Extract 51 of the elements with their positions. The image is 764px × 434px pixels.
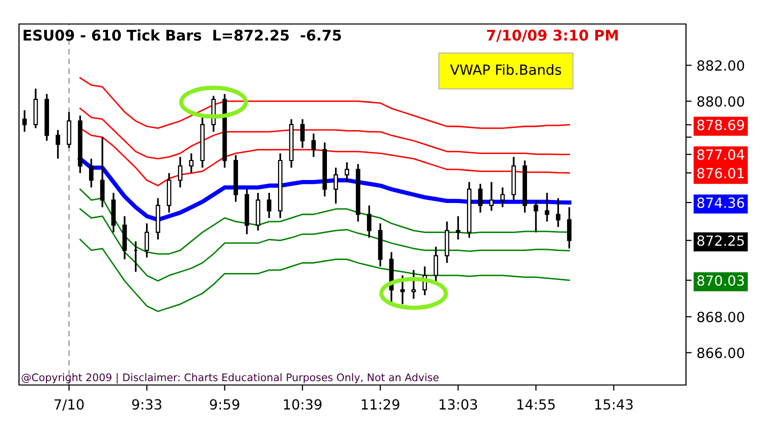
line-series [78,156,572,222]
candlestick [344,161,350,183]
candlestick [311,132,316,158]
candlestick [411,269,416,300]
candlestick [556,197,560,228]
candlestick [534,199,538,234]
x-tick-label: 9:59 [210,399,240,410]
x-tick-label: 11:29 [362,399,400,410]
candlestick [500,186,505,208]
x-tick-label: 13:03 [440,399,478,410]
candlestick [144,222,150,258]
y-tick-label: 872.25 [697,235,744,246]
y-tick-label: 878.69 [697,120,744,130]
candlestick [456,215,460,240]
candlestick [66,111,72,149]
y-tick-label: 874.36 [697,197,744,208]
y-tick-label: 870.03 [697,275,744,286]
y-tick-label: 868.00 [697,312,744,322]
candlestick [567,206,572,250]
candlestick [366,204,372,239]
candlestick [300,118,305,149]
chart-title: ESU09 - 610 Tick Bars L=872.25 -6.75 [24,29,341,41]
line-series [79,208,570,282]
y-tick-label: 882.00 [697,60,744,71]
annotation: VWAP Fib.Bands [450,64,562,75]
candlestick [434,246,438,284]
x-tick-label: 10:39 [284,399,322,410]
candlestick [334,166,338,204]
x-tick-label: 14:55 [517,399,555,410]
candlestick [89,158,94,188]
candlestick [478,183,483,214]
candlestick [489,181,494,212]
annotation: @Copyright 2009 | Disclaimer: Charts Educational Purposes Only, Not an Advise [22,373,439,384]
candlestick [544,192,550,222]
candlestick [22,109,27,133]
x-tick-label: 9:33 [132,399,162,410]
line-series [79,77,570,129]
chart-subtitle: 7/10/09 3:10 PM [487,30,618,42]
candlestick [56,129,60,160]
candlestick [100,136,105,208]
x-tick-label: 15:43 [595,399,633,410]
y-tick-label: 880.00 [697,96,744,107]
candlestick [266,192,272,219]
line-series [79,108,570,160]
candlestick [178,156,182,188]
line-series [79,238,570,312]
x-tick-label: 7/10 [54,399,84,411]
y-tick-label: 877.04 [697,149,744,160]
candlestick [189,152,194,174]
y-tick-label: 866.00 [697,348,744,358]
y-tick-label: 876.01 [697,168,744,178]
